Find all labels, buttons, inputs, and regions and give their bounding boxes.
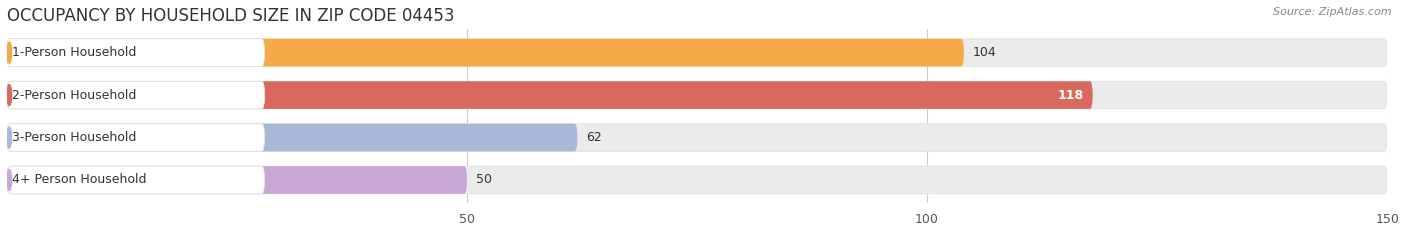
FancyBboxPatch shape — [7, 124, 1388, 151]
FancyBboxPatch shape — [7, 81, 1092, 109]
Circle shape — [7, 127, 11, 148]
FancyBboxPatch shape — [7, 124, 578, 151]
Text: 4+ Person Household: 4+ Person Household — [11, 174, 146, 186]
FancyBboxPatch shape — [7, 81, 1388, 109]
Text: 62: 62 — [586, 131, 602, 144]
FancyBboxPatch shape — [7, 166, 264, 194]
Text: OCCUPANCY BY HOUSEHOLD SIZE IN ZIP CODE 04453: OCCUPANCY BY HOUSEHOLD SIZE IN ZIP CODE … — [7, 7, 454, 25]
FancyBboxPatch shape — [7, 81, 264, 109]
FancyBboxPatch shape — [7, 166, 467, 194]
Text: 50: 50 — [477, 174, 492, 186]
FancyBboxPatch shape — [7, 81, 264, 109]
FancyBboxPatch shape — [7, 166, 264, 194]
Text: 1-Person Household: 1-Person Household — [11, 46, 136, 59]
FancyBboxPatch shape — [7, 39, 264, 66]
Text: 118: 118 — [1057, 89, 1084, 102]
Circle shape — [7, 169, 11, 190]
FancyBboxPatch shape — [7, 124, 264, 151]
FancyBboxPatch shape — [7, 39, 264, 66]
Text: 3-Person Household: 3-Person Household — [11, 131, 136, 144]
Text: 104: 104 — [973, 46, 997, 59]
Circle shape — [7, 42, 11, 63]
Circle shape — [7, 85, 11, 106]
FancyBboxPatch shape — [7, 39, 965, 66]
FancyBboxPatch shape — [7, 39, 1388, 66]
FancyBboxPatch shape — [7, 166, 1388, 194]
Text: Source: ZipAtlas.com: Source: ZipAtlas.com — [1274, 7, 1392, 17]
FancyBboxPatch shape — [7, 124, 264, 151]
Text: 2-Person Household: 2-Person Household — [11, 89, 136, 102]
